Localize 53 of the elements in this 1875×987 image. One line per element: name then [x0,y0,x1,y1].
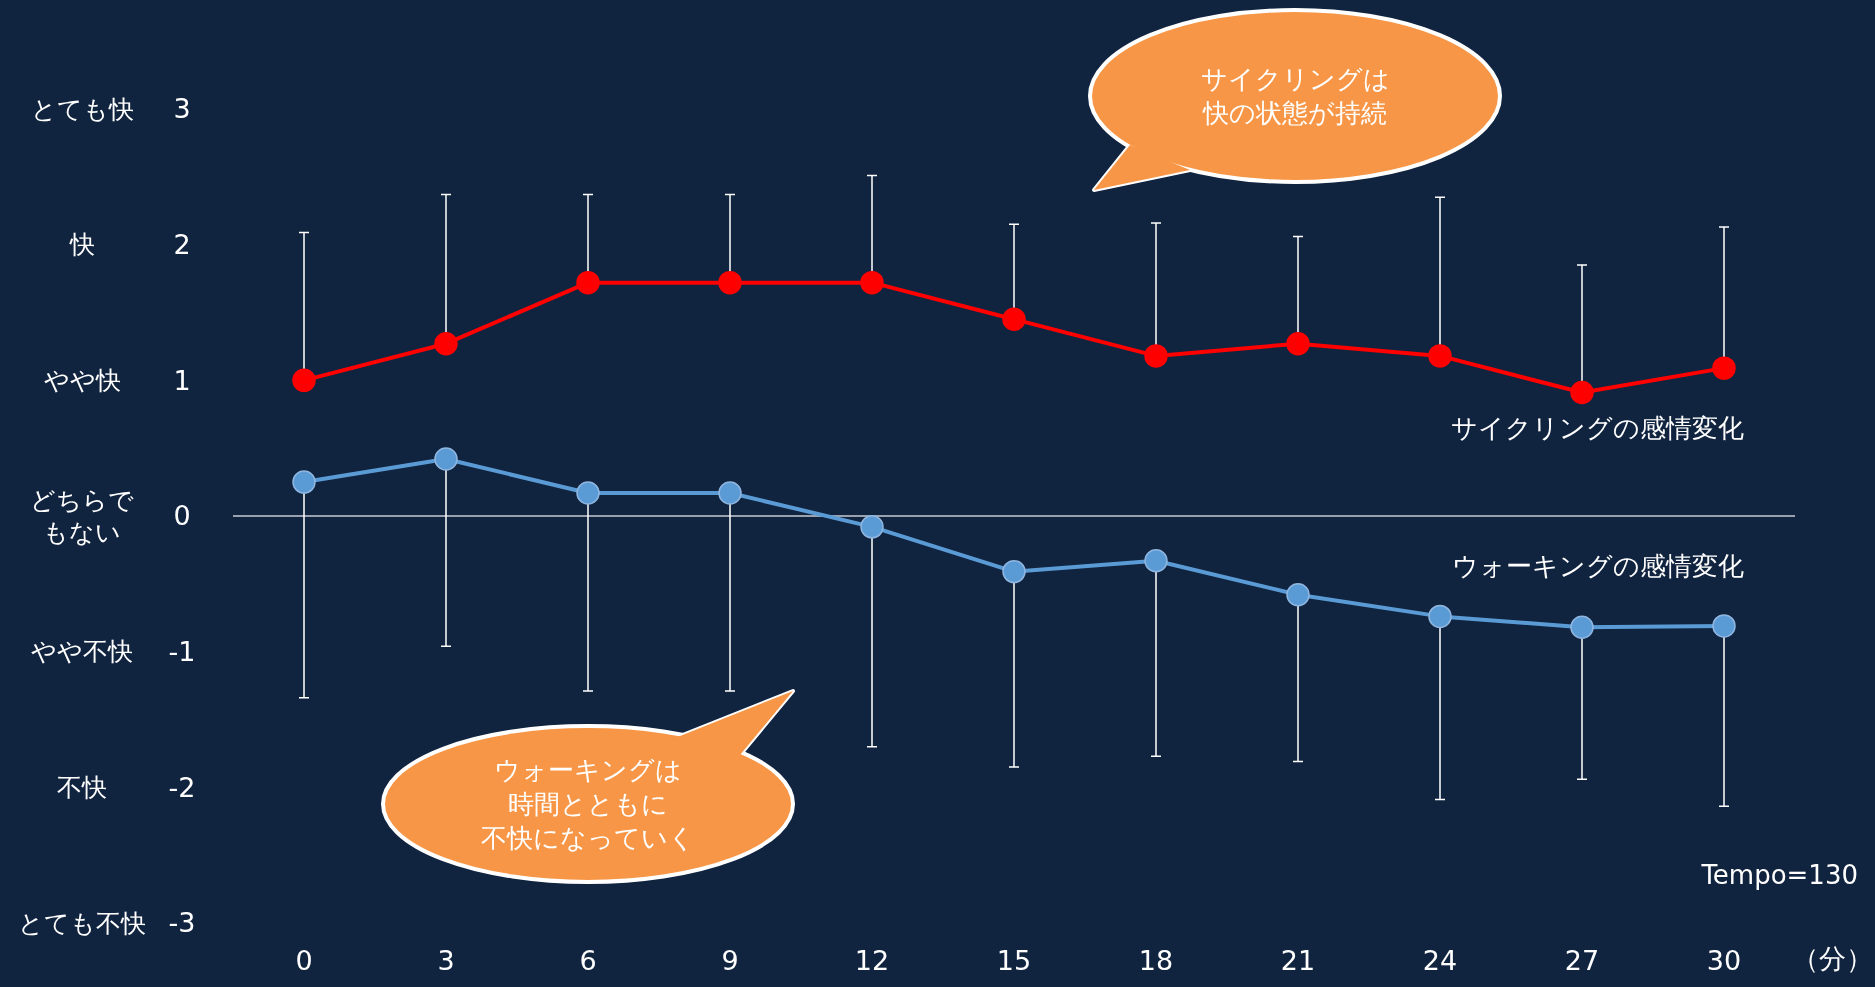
point [718,270,742,295]
point [860,515,884,539]
text: とても不快 [18,908,146,938]
point [1286,331,1310,356]
point [292,368,316,393]
series-label: サイクリングの感情変化 [1451,413,1744,444]
x-tick-label: 15 [996,945,1032,976]
x-tick-label: 12 [854,945,890,976]
point [718,481,742,505]
point [1428,344,1452,368]
point [1428,604,1452,629]
y-tick-label: -3 [168,907,196,939]
point [1002,307,1026,332]
point [1144,344,1168,368]
x-tick-label: 6 [579,945,597,976]
point [1712,614,1736,638]
point [1002,559,1026,584]
text: やや不快 [31,637,133,667]
series-label: ウォーキングの感情変化 [1452,550,1744,581]
x-tick-label: 30 [1706,945,1742,976]
y-tick-label: 2 [173,229,191,261]
annotation: ウォーキングは時間とともに不快になっていく [481,755,695,853]
y-tick-label: 0 [173,500,191,532]
point [860,270,884,295]
x-tick-label: 3 [437,945,455,976]
point [1144,549,1168,573]
annotation: サイクリングは快の状態が持続 [1200,64,1390,128]
x-tick-label: 24 [1422,945,1458,976]
y-tick-label: -2 [168,771,196,803]
x-axis-title: （分） [1791,943,1873,974]
x-tick-label: 21 [1280,945,1316,976]
point [292,470,316,494]
point [576,270,600,295]
x-tick-label: 9 [721,945,739,976]
y-tick-label: -1 [168,636,196,668]
y-tick-label: 3 [173,93,191,125]
text: とても快 [30,94,134,124]
point [1286,582,1310,607]
y-tick-label: 1 [173,364,191,396]
annotation: Tempo=130 [1700,860,1858,891]
x-tick-label: 18 [1138,945,1174,976]
text: やや快 [43,366,121,396]
text: 不快 [57,773,107,803]
text: どちらでもない [30,485,134,547]
point [1570,380,1594,405]
x-tick-label: 27 [1564,945,1600,976]
point [434,447,458,471]
point [1712,356,1736,380]
x-tick-label: 0 [295,945,313,976]
point [434,331,458,356]
point [1570,615,1594,639]
text: 快 [68,230,95,260]
point [576,481,600,505]
